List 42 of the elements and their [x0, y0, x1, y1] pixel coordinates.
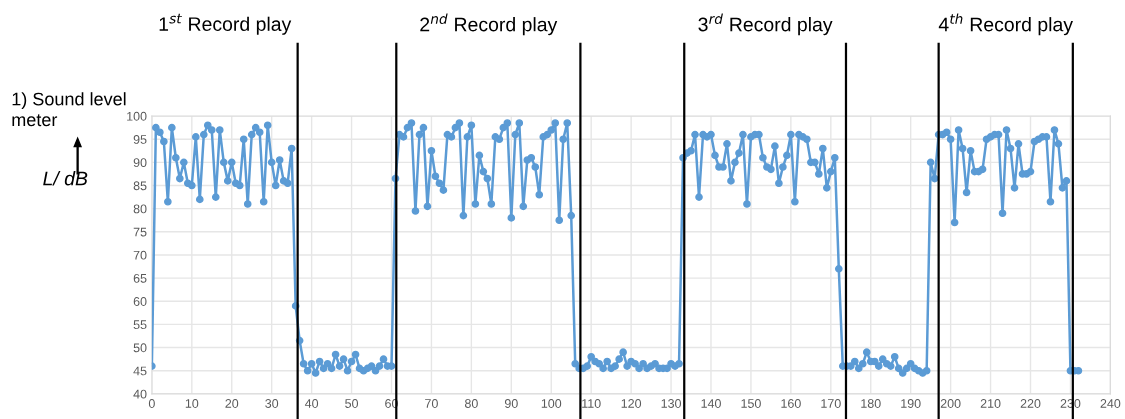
y-tick-label: 50: [133, 343, 147, 353]
text: 4$^{th}$ Record play: [938, 13, 1073, 36]
text: 1$^{st}$ Record play: [159, 13, 292, 35]
x-tick-label: 70: [425, 399, 438, 408]
x-tick-label: 140: [701, 399, 721, 408]
x-tick-label: 180: [861, 399, 881, 408]
x-tick-label: 150: [741, 399, 761, 408]
x-tick-label: 210: [980, 399, 1001, 408]
y-tick-label: 60: [133, 297, 147, 306]
y-tick-label: 100: [127, 111, 147, 121]
x-tick-label: 240: [1100, 399, 1121, 408]
y-tick-label: 65: [133, 273, 147, 283]
y-axis-title: L/ dB: [43, 171, 88, 186]
y-tick-label: 95: [133, 135, 147, 144]
y-tick-label: 40: [133, 389, 147, 399]
x-tick-label: 170: [821, 399, 841, 408]
x-tick-label: 80: [464, 399, 478, 408]
y-tick-label: 70: [133, 250, 147, 260]
text: 1) Sound level meter: [12, 92, 126, 127]
x-tick-label: 130: [661, 399, 681, 408]
x-tick-label: 190: [901, 399, 921, 408]
x-tick-label: 220: [1020, 399, 1041, 408]
y-tick-label: 90: [133, 158, 147, 168]
y-tick-label: 55: [133, 320, 147, 330]
x-tick-label: 30: [265, 399, 279, 408]
x-tick-label: 50: [345, 399, 359, 408]
x-tick-label: 100: [541, 399, 562, 408]
x-tick-label: 0: [148, 399, 155, 408]
y-tick-label: 75: [133, 227, 147, 237]
x-tick-label: 20: [225, 399, 239, 408]
x-tick-label: 10: [185, 399, 199, 408]
y-tick-label: 45: [133, 366, 147, 376]
x-tick-label: 110: [582, 399, 601, 408]
text: 2$^{nd}$ Record play: [420, 13, 558, 36]
y-tick-label: 85: [133, 181, 147, 191]
x-tick-label: 160: [781, 399, 801, 408]
y-tick-label: 80: [133, 204, 147, 214]
x-tick-label: 90: [504, 399, 518, 408]
x-tick-label: 40: [304, 399, 319, 408]
x-tick-label: 120: [621, 399, 642, 408]
text: 3$^{rd}$ Record play: [698, 13, 833, 36]
x-tick-label: 200: [940, 399, 961, 408]
